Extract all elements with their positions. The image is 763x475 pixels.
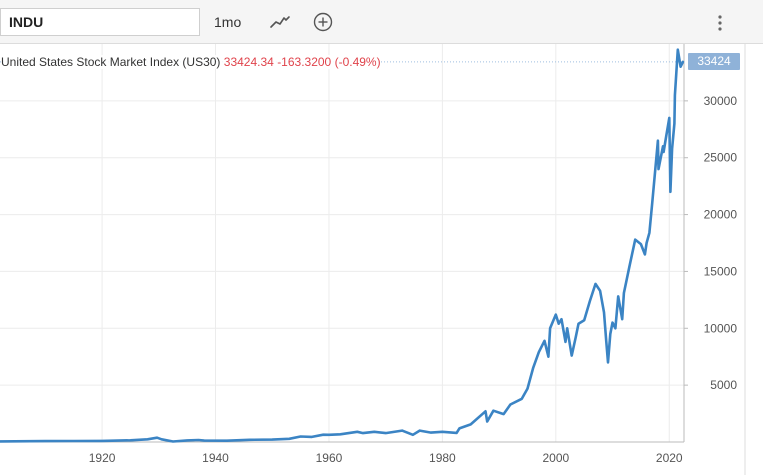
- legend-change: -163.3200: [277, 55, 332, 69]
- last-price-tag: 33424: [688, 53, 740, 70]
- legend-change-pct: (-0.49%): [334, 55, 381, 69]
- symbol-input[interactable]: [0, 8, 200, 36]
- y-tick-label: 20000: [704, 208, 738, 222]
- y-tick-label: 5000: [710, 378, 737, 392]
- x-tick-label: 1960: [316, 451, 343, 465]
- x-tick-label: 1940: [202, 451, 229, 465]
- y-tick-label: 30000: [704, 94, 738, 108]
- plus-circle-icon[interactable]: [312, 11, 334, 33]
- chart-toolbar: 1mo: [0, 0, 763, 44]
- x-tick-label: 1920: [89, 451, 116, 465]
- vertical-ellipsis-icon[interactable]: [710, 12, 730, 34]
- y-tick-label: 10000: [704, 321, 738, 335]
- x-tick-label: 2000: [542, 451, 569, 465]
- legend: United States Stock Market Index (US30) …: [1, 55, 381, 69]
- line-chart-icon[interactable]: [268, 12, 292, 32]
- x-tick-label: 2020: [656, 451, 683, 465]
- legend-name: United States Stock Market Index (US30): [1, 55, 221, 69]
- period-button[interactable]: 1mo: [214, 14, 242, 30]
- legend-last: 33424.34: [223, 55, 274, 69]
- price-line: [0, 48, 685, 443]
- price-chart[interactable]: 5000 10000 15000 20000 25000 30000 1920 1940 196…: [0, 44, 763, 475]
- y-tick-label: 25000: [704, 151, 738, 165]
- x-tick-label: 1980: [429, 451, 456, 465]
- y-tick-label: 15000: [704, 264, 738, 278]
